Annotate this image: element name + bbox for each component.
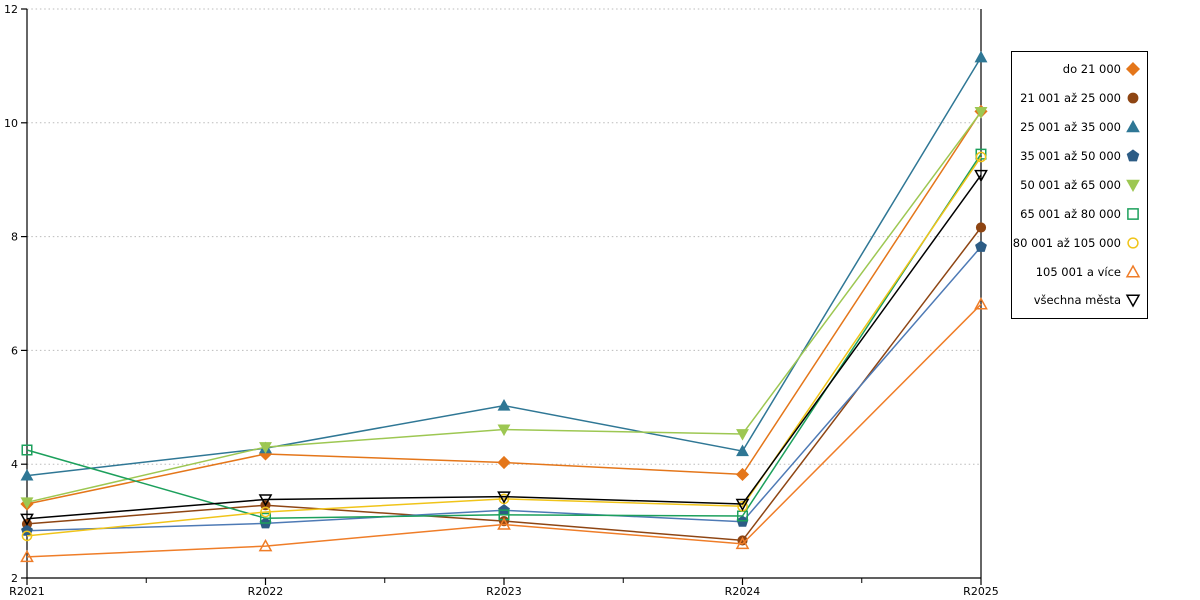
y-tick-label: 2: [11, 572, 18, 585]
circle-marker: [260, 506, 271, 518]
triangle-up-marker: [20, 468, 34, 481]
legend-item-label: 21 001 až 25 000: [1020, 91, 1121, 106]
series-50-001-až-65-000: [20, 107, 988, 509]
triangle-up-marker: [497, 398, 511, 411]
diamond-legend-icon: [1125, 62, 1141, 77]
series-80-001-až-105-000: [21, 151, 987, 542]
x-tick-label: R2023: [486, 585, 522, 598]
legend-item: všechna města: [1012, 292, 1147, 308]
triangle-up-marker: [1126, 120, 1140, 133]
y-tick-label: 10: [4, 117, 18, 130]
triangle-down-marker: [1125, 294, 1141, 308]
x-tick-label: R2025: [963, 585, 999, 598]
triangle-down-marker: [20, 513, 34, 526]
legend-item: 50 001 až 65 000: [1012, 177, 1147, 193]
triangle-down-marker: [736, 429, 749, 441]
legend-item: 25 001 až 35 000: [1012, 119, 1147, 135]
y-tick-label: 8: [11, 231, 18, 244]
circle-marker: [21, 530, 33, 542]
series-line: [26, 111, 982, 504]
x-tick-label: R2024: [725, 585, 761, 598]
legend-item: 21 001 až 25 000: [1012, 90, 1147, 106]
triangle-down-marker: [497, 491, 511, 504]
y-tick-label: 6: [11, 344, 18, 357]
triangle-down-legend-icon: [1125, 294, 1141, 308]
triangle-up-marker: [735, 536, 750, 550]
triangle-up-marker: [1125, 264, 1141, 278]
series-105-001-a-více: [20, 297, 988, 563]
circle-legend-icon: [1127, 92, 1139, 104]
triangle-down-marker: [20, 497, 34, 509]
legend-item-label: všechna města: [1033, 293, 1121, 308]
triangle-up-marker: [736, 444, 749, 457]
triangle-down-marker: [974, 169, 988, 183]
gridlines: [27, 8, 981, 465]
square-legend-icon: [1127, 207, 1139, 220]
legend-item: 35 001 až 50 000: [1012, 148, 1147, 164]
circle-marker: [1127, 92, 1139, 104]
series-všechna-města: [20, 169, 988, 526]
series-line: [26, 246, 982, 532]
circle-marker: [1127, 237, 1139, 249]
circle-marker: [975, 222, 987, 233]
legend-item-label: 65 001 až 80 000: [1020, 206, 1121, 221]
series-line: [26, 227, 982, 542]
series-line: [26, 156, 982, 537]
legend: do 21 000 21 001 až 25 000 25 001 až 35 00…: [1011, 51, 1148, 319]
triangle-up-marker: [974, 297, 988, 310]
series-line: [26, 110, 982, 505]
legend-item-label: 35 001 až 50 000: [1020, 149, 1121, 164]
diamond-marker: [1125, 62, 1141, 77]
series-line: [26, 303, 982, 558]
triangle-up-legend-icon: [1125, 264, 1141, 278]
triangle-down-marker: [258, 494, 273, 507]
y-tick-label: 4: [11, 458, 18, 471]
pentagon-legend-icon: [1126, 149, 1140, 162]
legend-item: do 21 000: [1012, 61, 1147, 77]
axes: 2 4 6 8 10 12 R2021 R2022 R2023 R2024 R2025: [4, 3, 999, 598]
series-line: [26, 174, 982, 520]
y-tick-label: 12: [4, 3, 18, 16]
series-35-001-až-50-000: [21, 240, 987, 536]
triangle-down-marker: [259, 442, 272, 454]
legend-item-label: 80 001 až 105 000: [1012, 235, 1121, 250]
triangle-down-legend-icon: [1126, 179, 1140, 192]
legend-item: 65 001 až 80 000: [1012, 206, 1147, 222]
square-marker: [1127, 207, 1139, 220]
pentagon-marker: [1126, 149, 1140, 162]
triangle-up-marker: [20, 549, 34, 563]
pentagon-marker: [975, 240, 987, 252]
square-marker: [498, 509, 510, 521]
triangle-up-marker: [974, 50, 988, 63]
diamond-marker: [735, 467, 750, 482]
legend-item-label: do 21 000: [1062, 62, 1121, 77]
triangle-up-legend-icon: [1126, 120, 1140, 133]
square-marker: [259, 512, 272, 524]
triangle-down-marker: [735, 498, 750, 512]
triangle-down-marker: [1126, 179, 1140, 192]
x-tick-label: R2022: [248, 585, 284, 598]
diamond-marker: [497, 455, 511, 470]
triangle-down-marker: [974, 107, 988, 119]
triangle-up-marker: [258, 538, 273, 552]
circle-marker: [975, 151, 987, 163]
legend-item-label: 25 001 až 35 000: [1020, 120, 1121, 135]
triangle-up-marker: [497, 517, 511, 530]
circle-legend-icon: [1127, 237, 1139, 249]
series-do-21-000: [20, 104, 988, 511]
triangle-down-marker: [497, 424, 511, 437]
square-marker: [21, 444, 33, 456]
legend-item-label: 50 001 až 65 000: [1020, 177, 1121, 192]
x-tick-label: R2021: [9, 585, 45, 598]
legend-item: 80 001 až 105 000: [1012, 235, 1147, 251]
legend-item-label: 105 001 a více: [1035, 264, 1121, 279]
legend-item: 105 001 a více: [1012, 264, 1147, 280]
series-25-001-až-35-000: [20, 50, 988, 481]
